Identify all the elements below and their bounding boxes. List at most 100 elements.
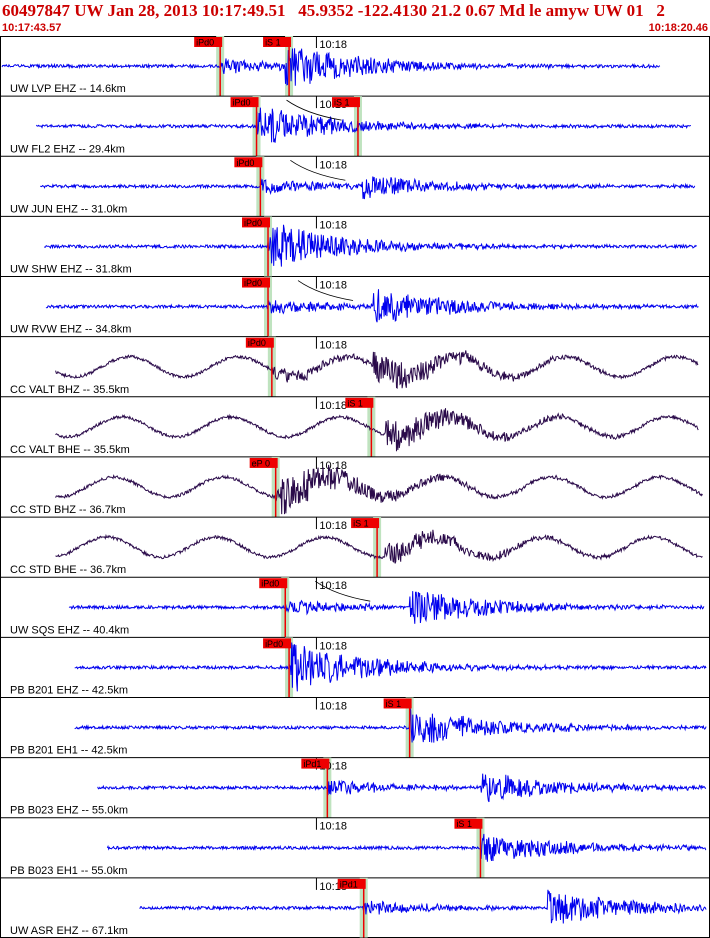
waveform <box>55 529 703 564</box>
trace-row: 10:18 iPd0 UW SHW EHZ -- 31.8km <box>0 216 710 278</box>
pick-label: iS 1 <box>347 398 363 408</box>
pick-flag <box>249 457 278 468</box>
minute-label: 10:18 <box>319 159 347 171</box>
station-label: PB B023 EH1 -- 55.0km <box>10 865 127 877</box>
pick-label: iPd0 <box>244 218 262 228</box>
pick-flag <box>331 97 360 108</box>
station-label: CC VALT BHE -- 35.5km <box>10 444 130 456</box>
end-time: 10:18:20.46 <box>648 22 708 34</box>
pick-flag <box>194 37 223 47</box>
pick-flag <box>301 758 330 769</box>
trace-row: 10:18 iS 1 PB B201 EH1 -- 42.5km <box>0 697 710 759</box>
station-label: CC STD BHE -- 36.7km <box>10 564 126 576</box>
pick-flag <box>263 37 292 47</box>
station-label: UW SHW EHZ -- 31.8km <box>10 264 132 276</box>
minute-label: 10:18 <box>319 340 347 352</box>
minute-label: 10:18 <box>319 821 347 833</box>
station-label: UW SQS EHZ -- 40.4km <box>10 624 129 636</box>
pick-flag <box>259 578 288 589</box>
pick-flag <box>234 157 263 168</box>
waveform <box>139 889 707 924</box>
pick-flag <box>351 518 380 529</box>
station-label: UW ASR EHZ -- 67.1km <box>10 925 128 937</box>
station-label: CC VALT BHZ -- 35.5km <box>10 384 129 396</box>
arrival-curve <box>315 580 371 602</box>
minute-label: 10:18 <box>319 280 347 292</box>
pick-flag <box>454 818 483 829</box>
pick-label: iPd0 <box>196 38 214 48</box>
arrival-curve <box>297 280 354 301</box>
trace-row: 10:18 iS 1 PB B023 EH1 -- 55.0km <box>0 817 710 879</box>
pick-flag <box>337 878 366 889</box>
pick-flag <box>242 277 271 288</box>
pick-flag <box>345 397 374 408</box>
trace-row: 10:18 iPd0 CC VALT BHZ -- 35.5km <box>0 336 710 398</box>
pick-label: iS 1 <box>386 699 402 709</box>
waveform <box>74 642 707 692</box>
station-label: UW JUN EHZ -- 31.0km <box>10 203 127 215</box>
station-label: UW FL2 EHZ -- 29.4km <box>10 143 125 155</box>
trace-row: 10:18 iPd0 UW RVW EHZ -- 34.8km <box>0 276 710 338</box>
pick-label: iPd0 <box>244 278 262 288</box>
trace-row: 10:18 eP 0 CC STD BHZ -- 36.7km <box>0 456 710 518</box>
waveform <box>55 350 699 389</box>
minute-label: 10:18 <box>319 640 347 652</box>
pick-flag <box>230 97 259 108</box>
trace-row: 10:18 iS 1 CC VALT BHE -- 35.5km <box>0 396 710 458</box>
minute-label: 10:18 <box>319 700 347 712</box>
minute-label: 10:18 <box>319 520 347 532</box>
pick-label: iPd1 <box>340 879 358 889</box>
pick-label: iS 1 <box>353 519 369 529</box>
waveform <box>68 591 705 624</box>
minute-label: 10:18 <box>319 39 347 51</box>
waveform <box>55 464 703 515</box>
minute-label: 10:18 <box>319 460 347 472</box>
trace-row: 10:18 iPd0 iS 1 UW LVP EHZ -- 14.6km <box>0 36 710 97</box>
pick-label: iS 1 <box>456 819 472 829</box>
pick-flag <box>263 638 292 649</box>
waveform <box>44 224 697 267</box>
start-time: 10:17:43.57 <box>2 22 62 34</box>
station-label: PB B201 EH1 -- 42.5km <box>10 745 127 757</box>
pick-flag <box>242 217 271 228</box>
pick-label: iPd1 <box>303 759 321 769</box>
pick-label: iPd0 <box>236 158 254 168</box>
minute-label: 10:18 <box>319 580 347 592</box>
trace-row: 10:18 iS 1 CC STD BHE -- 36.7km <box>0 517 710 578</box>
waveform <box>106 833 707 862</box>
event-title: 60497847 UW Jan 28, 2013 10:17:49.51 45.… <box>2 1 665 20</box>
arrival-curve <box>290 159 346 181</box>
seismogram-plot: 10:18 iPd0 iS 1 UW LVP EHZ -- 14.6km 10:18 iP… <box>0 36 710 938</box>
station-label: CC STD BHZ -- 36.7km <box>10 504 126 516</box>
waveform <box>40 176 696 200</box>
pick-label: iPd0 <box>248 338 266 348</box>
pick-label: iPd0 <box>233 98 251 108</box>
pick-label: iS 1 <box>334 98 350 108</box>
pick-flag <box>245 337 274 348</box>
station-label: UW LVP EHZ -- 14.6km <box>10 83 126 95</box>
pick-flag <box>383 698 412 709</box>
waveform <box>55 408 699 452</box>
waveform <box>45 289 699 323</box>
station-label: UW RVW EHZ -- 34.8km <box>10 324 131 336</box>
minute-label: 10:18 <box>319 219 347 231</box>
waveform <box>35 107 692 143</box>
trace-row: 10:18 iPd0 UW JUN EHZ -- 31.0km <box>0 156 710 217</box>
waveform <box>1 48 661 86</box>
pick-label: iS 1 <box>265 38 281 48</box>
arrival-curve <box>286 99 342 121</box>
pick-label: iPd0 <box>265 639 283 649</box>
trace-row: 10:18 iPd0 UW SQS EHZ -- 40.4km <box>0 577 710 638</box>
pick-label: eP 0 <box>252 458 270 468</box>
waveform <box>74 707 707 743</box>
station-label: PB B201 EHZ -- 42.5km <box>10 684 128 696</box>
station-label: PB B023 EHZ -- 55.0km <box>10 805 128 817</box>
trace-row: 10:18 iPd0 PB B201 EHZ -- 42.5km <box>0 637 710 698</box>
minute-label: 10:18 <box>319 400 347 412</box>
pick-label: iPd0 <box>261 579 279 589</box>
waveform <box>97 773 707 803</box>
plot-header: 60497847 UW Jan 28, 2013 10:17:49.51 45.… <box>0 0 710 36</box>
